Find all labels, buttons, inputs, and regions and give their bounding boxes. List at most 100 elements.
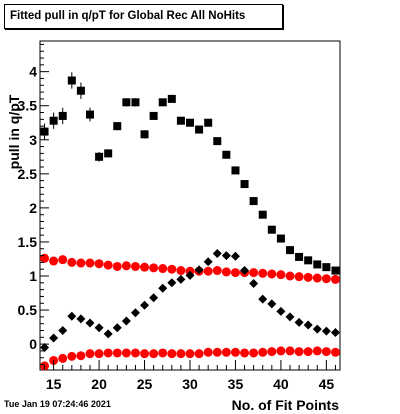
- data-point: [121, 348, 131, 358]
- x-axis-label: No. of Fit Points: [232, 397, 340, 413]
- data-point: [203, 347, 213, 357]
- data-point: [267, 225, 276, 234]
- data-point: [85, 349, 95, 359]
- data-point: [131, 98, 140, 107]
- data-point: [240, 266, 250, 276]
- data-point: [122, 98, 131, 107]
- data-point: [94, 349, 104, 359]
- data-point: [112, 348, 122, 358]
- data-point: [121, 316, 131, 326]
- data-point: [149, 111, 158, 120]
- data-point: [312, 324, 322, 334]
- x-tick-label: 40: [273, 376, 289, 392]
- data-point: [258, 268, 268, 278]
- data-point: [221, 347, 231, 357]
- data-point: [304, 256, 313, 265]
- data-point: [285, 312, 295, 322]
- data-point: [121, 261, 131, 271]
- data-point: [212, 266, 222, 276]
- y-axis-label: pull in q/pT: [6, 94, 22, 169]
- data-point: [167, 278, 177, 288]
- data-point: [167, 264, 177, 274]
- data-point: [140, 300, 150, 310]
- y-tick-label: 2: [29, 200, 37, 216]
- data-point: [130, 308, 140, 318]
- y-tick-label: 2.5: [18, 166, 38, 182]
- x-tick-label: 35: [228, 376, 244, 392]
- data-point: [330, 347, 340, 357]
- data-point: [249, 197, 258, 206]
- data-point: [103, 329, 113, 339]
- y-tick-label: 1: [29, 268, 37, 284]
- data-point: [67, 76, 76, 85]
- data-point: [313, 260, 322, 269]
- data-point: [204, 118, 213, 127]
- data-point: [203, 257, 213, 267]
- data-point: [321, 347, 331, 357]
- data-point: [158, 98, 167, 107]
- data-point: [176, 266, 186, 276]
- y-tick-label: 3.5: [18, 98, 38, 114]
- data-point: [158, 264, 168, 274]
- data-point: [140, 349, 150, 359]
- data-point: [85, 318, 95, 328]
- y-tick-label: 4: [29, 64, 37, 80]
- data-point: [295, 252, 304, 261]
- data-point: [276, 234, 285, 243]
- data-point: [249, 348, 259, 358]
- data-point: [194, 265, 204, 275]
- data-point: [185, 349, 195, 359]
- data-point: [321, 274, 331, 284]
- data-point: [176, 274, 186, 284]
- data-point: [130, 261, 140, 271]
- data-point: [130, 348, 140, 358]
- data-point: [167, 94, 176, 103]
- data-point: [40, 127, 49, 136]
- data-point: [149, 293, 159, 303]
- data-point: [267, 299, 277, 309]
- data-point: [103, 348, 113, 358]
- data-point: [321, 326, 331, 336]
- data-marks: [40, 72, 340, 371]
- data-point: [86, 110, 94, 119]
- timestamp: Tue Jan 19 07:24:46 2021: [4, 399, 111, 409]
- data-point: [149, 263, 159, 273]
- data-point: [212, 249, 222, 259]
- data-point: [276, 270, 286, 280]
- data-point: [222, 150, 231, 159]
- data-point: [158, 283, 168, 293]
- data-point: [285, 346, 295, 356]
- data-point: [221, 267, 231, 277]
- x-axis-ticks: 15 20 25 30 35 40 45: [44, 360, 336, 392]
- data-point: [67, 311, 77, 321]
- data-point: [322, 263, 331, 272]
- data-point: [40, 343, 50, 353]
- data-point: [67, 257, 77, 267]
- data-point: [312, 273, 322, 283]
- data-point: [212, 347, 222, 357]
- data-point: [276, 306, 286, 316]
- y-tick-label: 3: [29, 132, 37, 148]
- data-point: [267, 347, 277, 357]
- data-point: [94, 259, 104, 269]
- data-point: [330, 328, 340, 338]
- x-tick-label: 45: [319, 376, 335, 392]
- data-point: [67, 351, 77, 361]
- data-point: [76, 86, 85, 95]
- data-point: [249, 278, 259, 288]
- data-point: [231, 166, 240, 175]
- data-point: [176, 116, 185, 125]
- data-point: [258, 294, 268, 304]
- data-point: [221, 251, 231, 261]
- data-point: [113, 122, 122, 131]
- data-point: [76, 351, 86, 361]
- data-point: [330, 274, 340, 284]
- series-1: [40, 72, 340, 275]
- y-tick-label: 0: [29, 336, 37, 352]
- y-axis-ticks: 0 0.5 1 1.5 2 2.5 3 3.5 4: [18, 43, 49, 366]
- x-tick-label: 30: [182, 376, 198, 392]
- data-point: [294, 347, 304, 357]
- y-tick-label: 0.5: [18, 302, 38, 318]
- data-point: [230, 347, 240, 357]
